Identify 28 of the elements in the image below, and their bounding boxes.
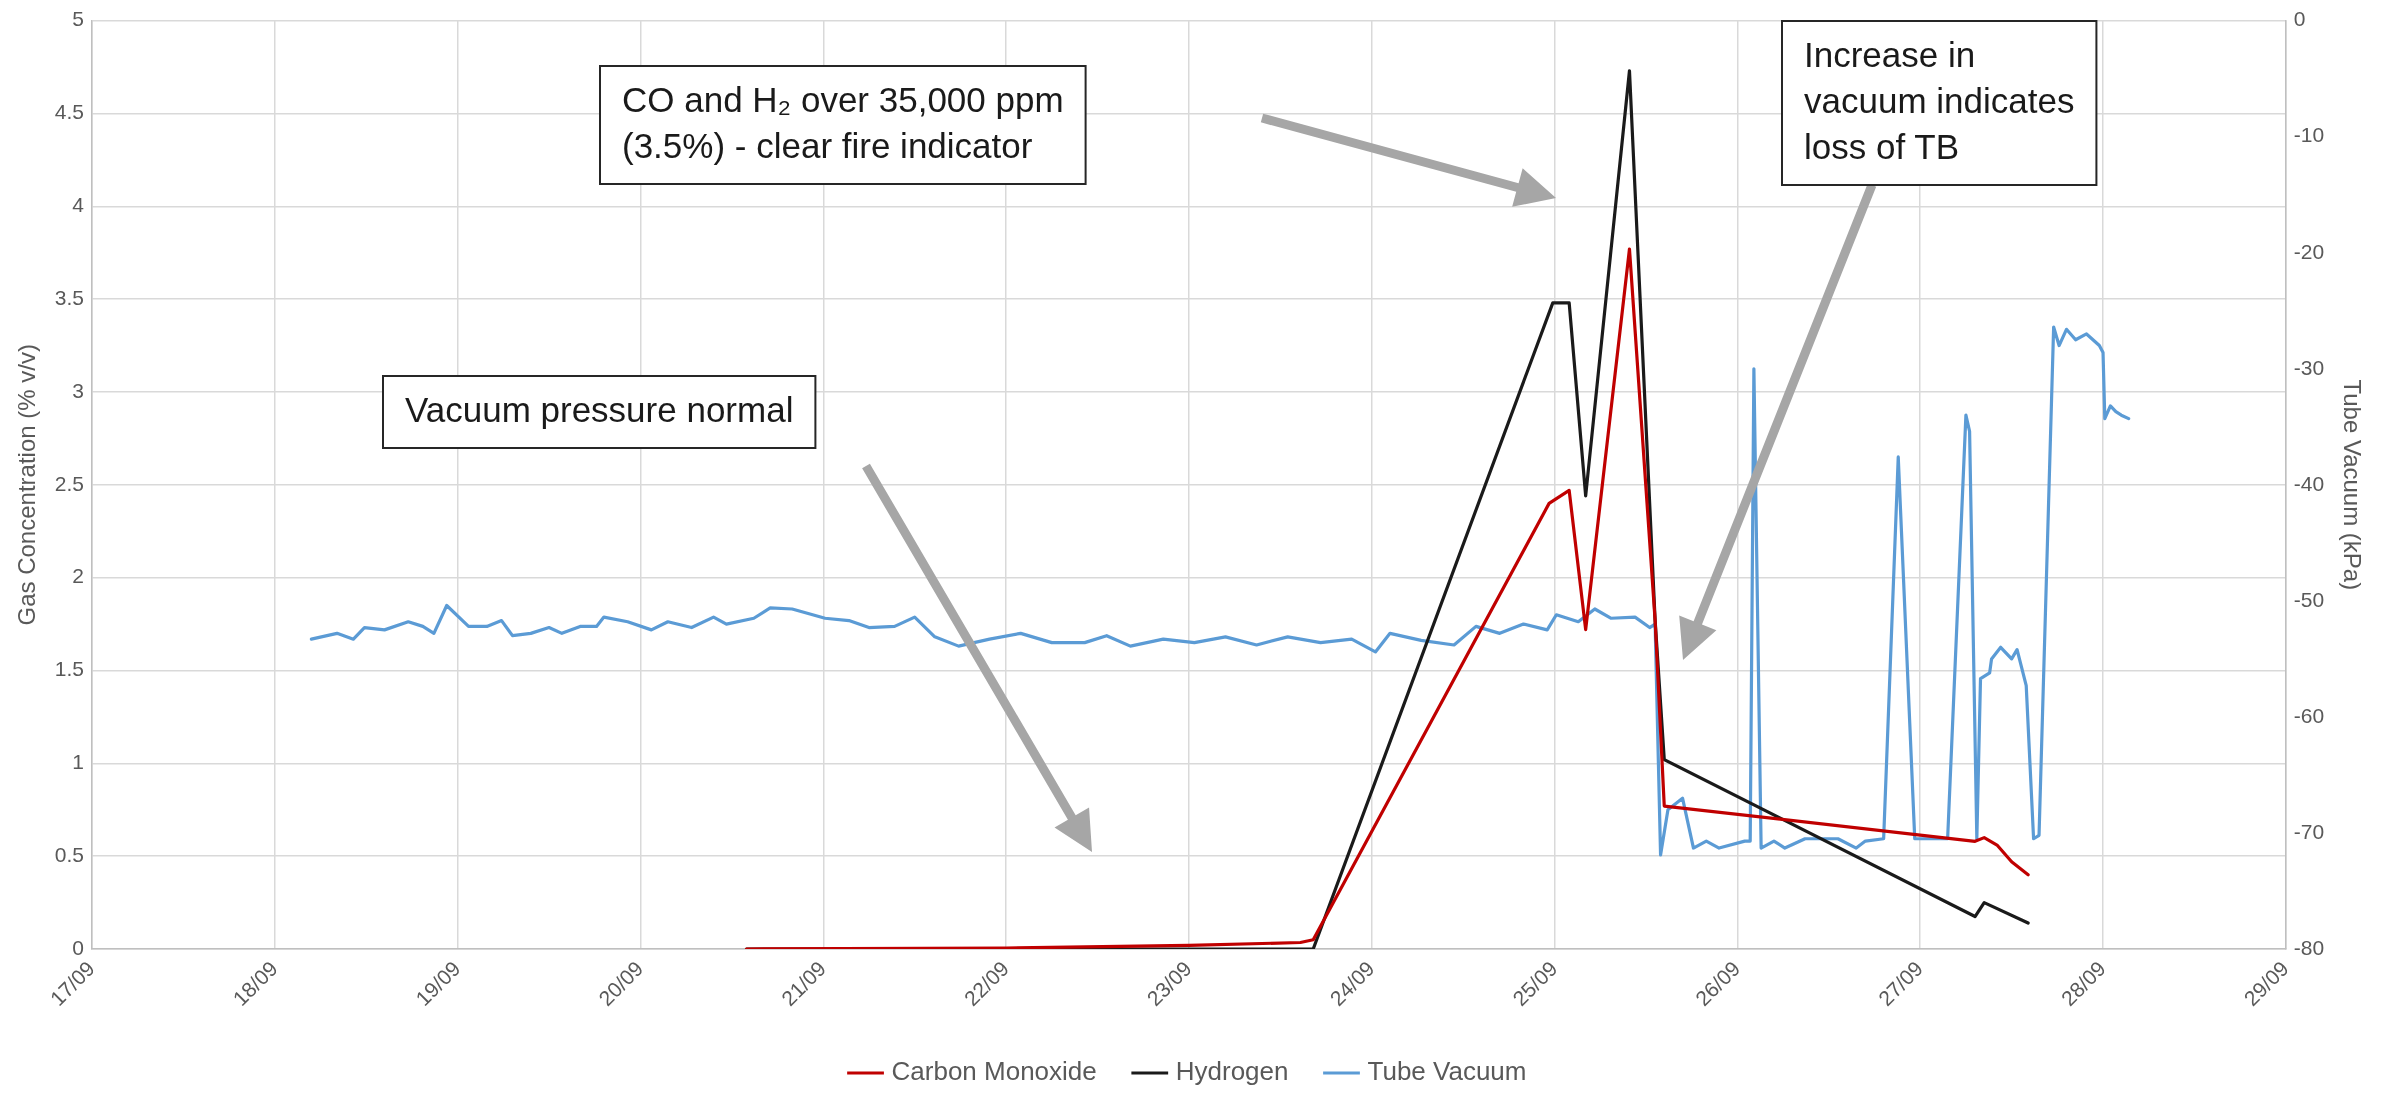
y-tick-label: 0.5 [54, 842, 84, 866]
y-tick-label: 2.5 [54, 471, 84, 495]
y2-tick-label: 0 [2293, 7, 2306, 31]
y-tick-label: 5 [72, 7, 84, 31]
y2-tick-label: -10 [2293, 123, 2325, 147]
y2-tick-label: -70 [2293, 819, 2325, 843]
legend-label: Hydrogen [1175, 1056, 1289, 1087]
y2-tick-label: -80 [2293, 935, 2325, 959]
y2-tick-label: -50 [2293, 587, 2325, 611]
y-tick-label: 3 [72, 378, 84, 402]
y2-tick-label: -30 [2293, 355, 2325, 379]
y2-tick-label: -20 [2293, 239, 2325, 263]
annotation: Vacuum pressure normal [405, 389, 794, 429]
y-tick-label: 4 [72, 193, 85, 217]
legend-label: Tube Vacuum [1367, 1056, 1527, 1087]
y-tick-label: 1.5 [54, 657, 84, 681]
legend-label: Carbon Monoxide [891, 1056, 1097, 1087]
y2-tick-label: -60 [2293, 703, 2325, 727]
annotation: Increase in vacuum indicates loss of TB [1804, 34, 2075, 166]
y-tick-label: 1 [72, 750, 84, 774]
annotation: CO and H₂ over 35,000 ppm (3.5%) - clear fire indicator [622, 79, 1064, 165]
y-axis-title: Gas Concentration (% v/v) [13, 344, 41, 626]
y-tick-label: 4.5 [54, 100, 84, 124]
y2-tick-label: -40 [2293, 471, 2325, 495]
y-tick-label: 3.5 [54, 285, 84, 309]
y2-axis-title: Tube Vacuum (kPa) [2338, 379, 2366, 591]
y-tick-label: 0 [72, 935, 84, 959]
y-tick-label: 2 [72, 564, 84, 588]
